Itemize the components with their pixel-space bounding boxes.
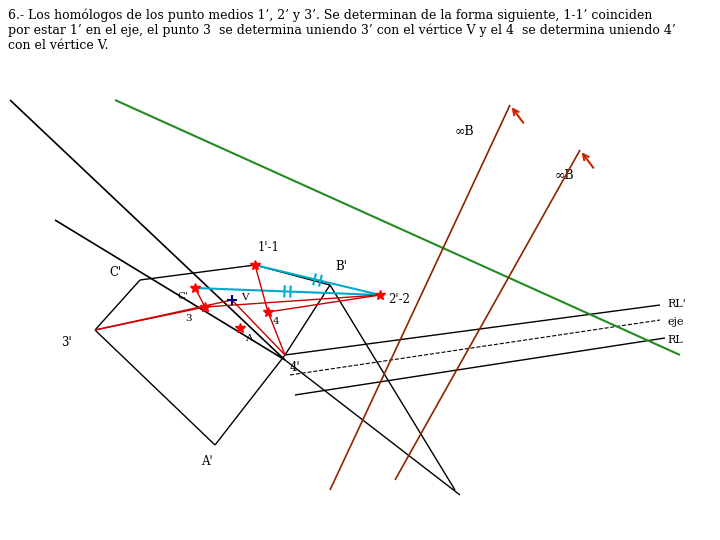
Text: A': A'	[201, 455, 213, 468]
Text: ∞B: ∞B	[555, 169, 575, 182]
Text: 3: 3	[185, 314, 192, 323]
Text: B': B'	[335, 260, 347, 273]
Text: C': C'	[110, 267, 122, 280]
Text: ∞B: ∞B	[455, 125, 474, 138]
Text: 6.- Los homólogos de los punto medios 1’, 2’ y 3’. Se determinan de la forma sig: 6.- Los homólogos de los punto medios 1’…	[8, 8, 676, 52]
Text: A: A	[245, 334, 253, 343]
Text: RL': RL'	[667, 299, 685, 309]
Text: V: V	[241, 293, 248, 301]
Text: 2'-2: 2'-2	[388, 293, 410, 306]
Text: eje: eje	[667, 317, 683, 327]
Text: RL: RL	[667, 335, 683, 345]
Text: 3': 3'	[61, 336, 72, 349]
Text: C': C'	[177, 292, 188, 301]
Text: 1'-1: 1'-1	[258, 241, 280, 254]
Text: 4: 4	[273, 317, 279, 326]
Text: 4': 4'	[290, 361, 301, 374]
